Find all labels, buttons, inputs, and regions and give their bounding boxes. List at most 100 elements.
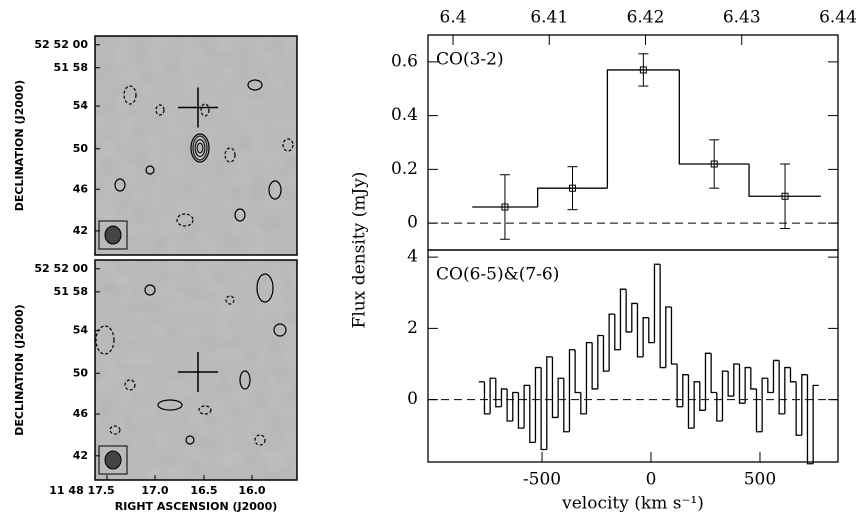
step: [676, 364, 683, 408]
step: [523, 384, 530, 429]
map-y-tick-label: 42: [73, 449, 88, 462]
map-y-tick-label: 51 58: [54, 61, 88, 74]
step: [682, 374, 689, 407]
contour: [192, 135, 208, 161]
step: [540, 367, 547, 451]
contour: [198, 405, 212, 415]
step: [710, 353, 717, 394]
y-tick-label: 0: [407, 213, 418, 233]
step: [665, 306, 672, 368]
contour: [109, 425, 121, 435]
x-tick-label: 500: [744, 470, 776, 490]
map-y-tick-label: 54: [73, 323, 89, 336]
step: [721, 370, 729, 422]
map-noise: [95, 36, 297, 255]
contour: [247, 79, 263, 91]
step: [500, 388, 508, 407]
step: [778, 360, 785, 415]
step: [580, 392, 587, 415]
step: [648, 317, 655, 344]
x2-tick-label: 6.42: [627, 8, 665, 28]
contour: [225, 295, 235, 305]
contour: [194, 139, 206, 157]
contour: [144, 284, 156, 296]
step: [614, 314, 621, 351]
step: [517, 392, 525, 429]
map-frame: [94, 259, 298, 481]
contour: [157, 399, 183, 411]
map-x-tick-label: 16.5: [190, 484, 217, 497]
step: [529, 385, 536, 444]
marker: [639, 66, 647, 74]
y-tick-label: 0: [407, 389, 418, 409]
step: [495, 378, 502, 408]
marker: [569, 184, 577, 192]
step: [699, 381, 706, 411]
step: [563, 378, 570, 433]
step: [483, 381, 491, 415]
x-axis-label: velocity (km s⁻¹): [561, 494, 704, 514]
step: [591, 342, 598, 390]
step: [568, 349, 576, 432]
beam: [104, 225, 122, 245]
step: [755, 388, 763, 433]
step: [806, 374, 814, 465]
map-y-tick-label: 52 52 00: [34, 262, 88, 275]
marker: [781, 192, 789, 200]
contour: [234, 208, 246, 222]
error-bar: [499, 174, 510, 240]
contour: [282, 138, 294, 152]
error-bar: [638, 53, 649, 87]
step: [574, 349, 581, 394]
step: [789, 367, 797, 383]
step: [727, 371, 734, 397]
error-bar: [780, 163, 791, 229]
step: [653, 263, 661, 343]
step: [744, 366, 751, 404]
step: [608, 313, 615, 372]
step: [512, 391, 519, 422]
step: [536, 187, 608, 207]
y-tick-label: 0.6: [391, 51, 418, 71]
panel-frame: [427, 249, 839, 463]
map-y-label: DECLINATION (J2000): [13, 80, 26, 211]
map-y-tick-label: 42: [73, 224, 88, 237]
map-y-tick-label: 50: [73, 142, 89, 155]
map-y-tick-label: 50: [73, 366, 89, 379]
beam-box: [98, 445, 128, 475]
contour: [256, 273, 274, 303]
contour: [95, 325, 115, 355]
step: [597, 334, 604, 389]
contour: [123, 85, 137, 105]
x2-tick-label: 6.44: [819, 8, 857, 28]
map-y-tick-label: 46: [73, 407, 89, 420]
step: [506, 388, 513, 422]
step: [812, 384, 819, 464]
map-y-tick-label: 52 52 00: [34, 38, 88, 51]
step: [625, 289, 632, 333]
step: [704, 352, 712, 411]
y-axis-label: Flux density (mJy): [350, 172, 370, 329]
step: [606, 69, 680, 189]
step: [534, 366, 542, 443]
map-y-tick-label: 46: [73, 182, 89, 195]
step: [761, 377, 768, 432]
map-y-label: DECLINATION (J2000): [13, 304, 26, 435]
contour: [190, 133, 210, 163]
step: [748, 164, 821, 197]
step: [716, 392, 723, 422]
contour: [254, 434, 266, 446]
y-tick-label: 0.4: [391, 105, 418, 125]
step: [738, 364, 746, 404]
step: [619, 288, 627, 350]
y-tick-label: 0.2: [391, 159, 418, 179]
contour: [196, 142, 204, 154]
contour: [155, 104, 165, 116]
step: [631, 302, 638, 332]
step: [733, 363, 740, 397]
step: [642, 317, 649, 357]
step: [636, 303, 644, 358]
contour: [239, 370, 251, 390]
step: [678, 69, 750, 165]
